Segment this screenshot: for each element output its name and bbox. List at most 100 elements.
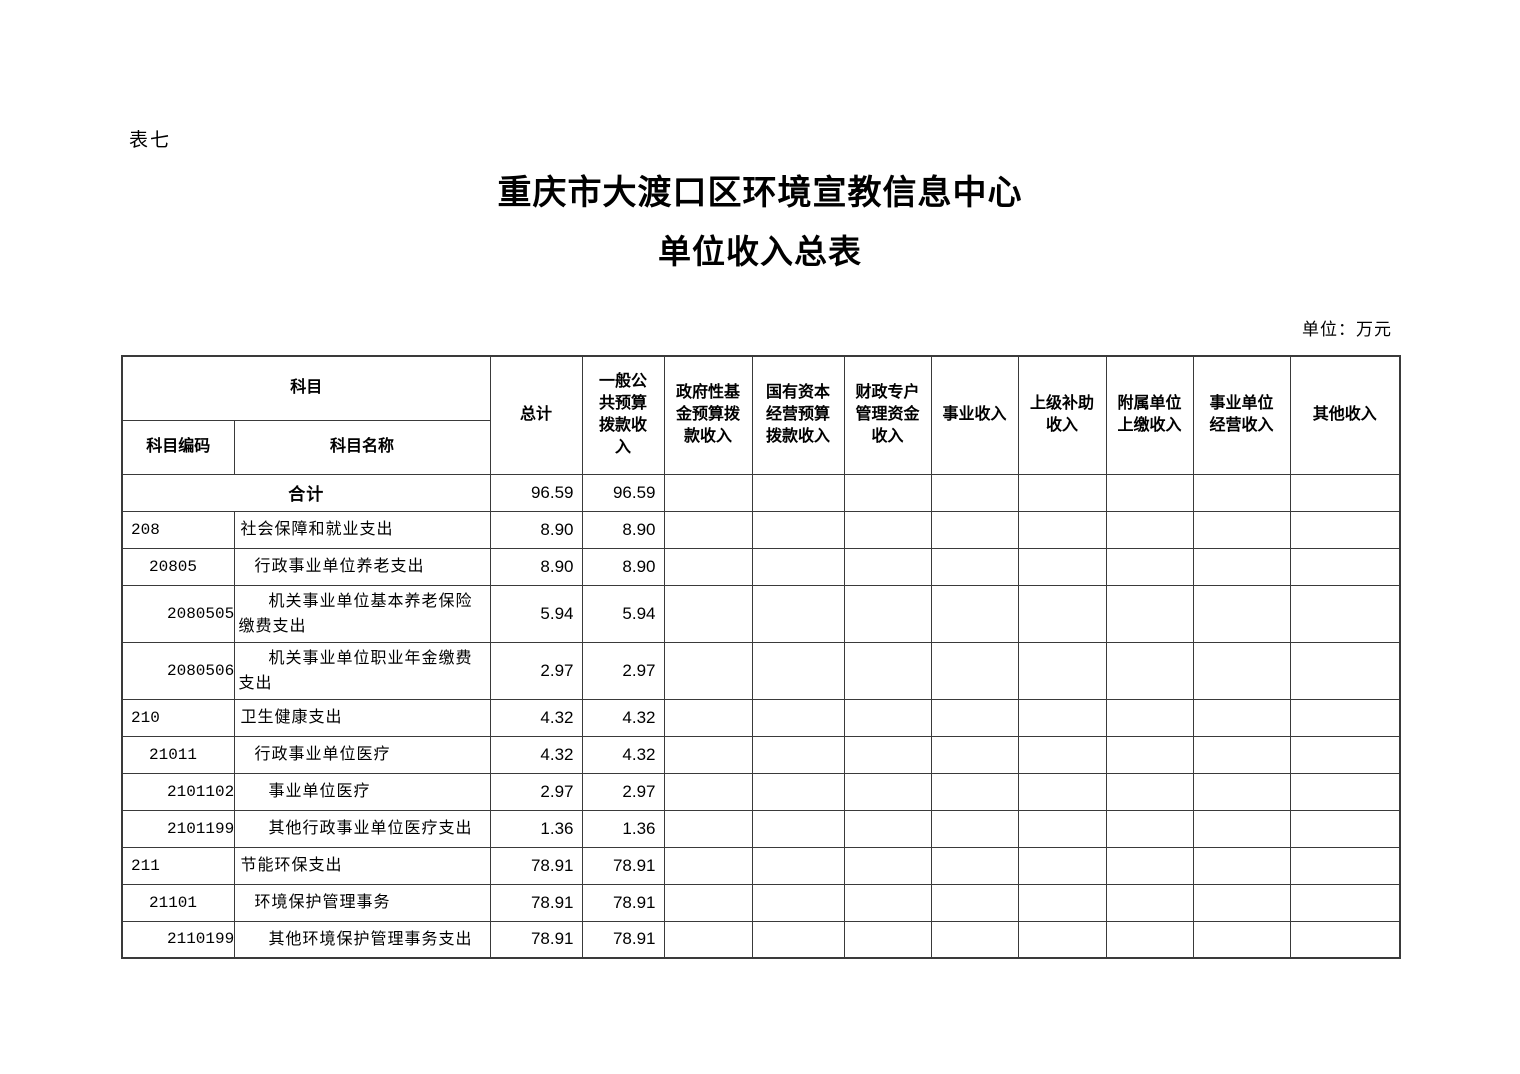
value-cell [1017,698,1107,737]
header-row-2: 科目编码 科目名称 [121,419,1400,475]
header-superior-subsidy: 上级补助收入 [1017,355,1107,475]
value-cell [1289,641,1401,700]
page-subtitle: 单位收入总表 [658,235,862,271]
value-cell: 78.91 [489,883,583,922]
value-cell [1192,846,1291,885]
table-row: 20805 行政事业单位养老支出 8.90 8.90 [121,547,1401,586]
value-cell [1105,473,1194,512]
value-cell [1017,584,1107,643]
value-cell [663,883,753,922]
value-cell [1192,920,1291,959]
value-cell [1105,641,1194,700]
value-cell [1105,846,1194,885]
subject-code-cell: 20805 [121,547,235,586]
value-cell [1289,510,1401,549]
value-cell [663,641,753,700]
value-cell [1017,920,1107,959]
value-cell [843,920,932,959]
value-cell [930,735,1019,774]
table-row: 21101 环境保护管理事务 78.91 78.91 [121,883,1401,922]
subject-code-cell: 2080506 [121,641,235,700]
value-cell [930,698,1019,737]
subject-name-cell: 其他环境保护管理事务支出 [233,920,491,959]
header-gov-fund: 政府性基金预算拨款收入 [663,355,753,475]
value-cell [663,698,753,737]
subject-name-cell: 机关事业单位基本养老保险缴费支出 [233,584,491,643]
header-subject: 科目 [121,355,491,421]
value-cell: 1.36 [581,809,665,848]
header-service-income: 事业收入 [930,355,1019,475]
value-cell: 8.90 [581,547,665,586]
value-cell: 8.90 [581,510,665,549]
value-cell [1105,547,1194,586]
table-row: 2110199 其他环境保护管理事务支出 78.91 78.91 [121,920,1401,959]
value-cell [843,883,932,922]
value-cell [930,920,1019,959]
value-cell: 2.97 [581,772,665,811]
value-cell [843,735,932,774]
header-general-budget: 一般公共预算拨款收入 [581,355,665,475]
subject-code-cell: 2101199 [121,809,235,848]
value-cell [751,772,845,811]
value-cell [1289,772,1401,811]
value-cell [1192,641,1291,700]
value-cell [663,846,753,885]
value-cell [1017,547,1107,586]
value-cell [1289,809,1401,848]
value-cell [663,584,753,643]
subject-name-cell: 行政事业单位医疗 [233,735,491,774]
value-cell [1192,772,1291,811]
value-cell: 4.32 [489,698,583,737]
value-cell [751,846,845,885]
value-cell [843,584,932,643]
subject-name-cell: 事业单位医疗 [233,772,491,811]
value-cell [843,809,932,848]
value-cell: 5.94 [581,584,665,643]
value-cell [751,809,845,848]
value-cell: 8.90 [489,547,583,586]
value-cell [1105,883,1194,922]
value-cell [751,735,845,774]
table-row: 2080505 机关事业单位基本养老保险缴费支出 5.94 5.94 [121,584,1401,643]
value-cell [751,920,845,959]
value-cell [843,698,932,737]
value-cell [751,473,845,512]
subject-name-cell: 社会保障和就业支出 [233,510,491,549]
value-cell [1017,641,1107,700]
value-cell [1289,547,1401,586]
table-body: 合计 96.59 96.59 208 社会保障和就业支出 8.90 8.90 20805 行政事… [121,473,1401,959]
table-row: 21011 行政事业单位医疗 4.32 4.32 [121,735,1401,774]
table-row: 211 节能环保支出 78.91 78.91 [121,846,1401,885]
value-cell [663,920,753,959]
table-row: 208 社会保障和就业支出 8.90 8.90 [121,510,1401,549]
value-cell [1192,883,1291,922]
value-cell [1017,510,1107,549]
value-cell [1192,584,1291,643]
value-cell [1289,735,1401,774]
value-cell [663,547,753,586]
value-cell: 78.91 [489,920,583,959]
value-cell [1192,698,1291,737]
value-cell: 4.32 [489,735,583,774]
value-cell: 96.59 [489,473,583,512]
header-total: 总计 [489,355,583,475]
value-cell [1289,883,1401,922]
table-row: 210 卫生健康支出 4.32 4.32 [121,698,1401,737]
value-cell [1289,473,1401,512]
subject-code-cell: 2080505 [121,584,235,643]
value-cell [930,772,1019,811]
value-cell: 78.91 [581,883,665,922]
value-cell: 78.91 [581,920,665,959]
value-cell [1105,772,1194,811]
value-cell [843,846,932,885]
value-cell [843,641,932,700]
value-cell [843,510,932,549]
value-cell [751,510,845,549]
value-cell: 4.32 [581,698,665,737]
subject-code-cell: 21011 [121,735,235,774]
value-cell: 4.32 [581,735,665,774]
value-cell [751,883,845,922]
header-subject-code: 科目编码 [121,419,235,475]
value-cell: 8.90 [489,510,583,549]
value-cell [930,547,1019,586]
